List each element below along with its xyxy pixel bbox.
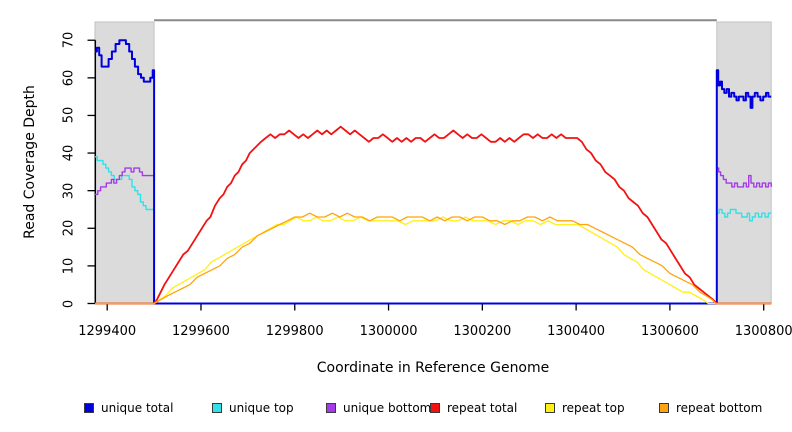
legend-item-repeat-bottom: repeat bottom <box>659 399 762 417</box>
y-tick-label: 50 <box>61 107 77 124</box>
x-tick-label: 1300800 <box>734 324 792 339</box>
y-tick-label: 40 <box>61 144 77 162</box>
x-tick-label: 1299600 <box>172 324 230 339</box>
y-tick-label: 20 <box>61 219 77 237</box>
y-tick-label: 60 <box>61 69 77 87</box>
y-tick-label: 0 <box>61 299 77 308</box>
x-tick-label: 1300200 <box>453 324 512 339</box>
series-line-repeat-total <box>95 125 772 305</box>
legend-item-unique-bottom: unique bottom <box>326 399 431 417</box>
series-line-unique-bottom <box>95 167 772 305</box>
repeat-bottom-swatch-icon <box>659 403 669 413</box>
legend-item-unique-top: unique top <box>212 399 294 417</box>
legend-item-repeat-top: repeat top <box>545 399 625 417</box>
y-tick-label: 10 <box>61 257 77 275</box>
series-line-repeat-top <box>95 216 772 305</box>
repeat-total-swatch-icon <box>430 403 440 413</box>
y-axis-title: Read Coverage Depth <box>22 85 38 239</box>
series-line-unique-top <box>95 156 772 305</box>
x-axis-title: Coordinate in Reference Genome <box>316 360 550 376</box>
legend-label: repeat top <box>562 401 625 415</box>
legend-item-repeat-total: repeat total <box>430 399 517 417</box>
unique-top-swatch-icon <box>212 403 222 413</box>
series-line-unique-total <box>95 39 772 305</box>
shaded-region <box>716 21 772 304</box>
legend-label: unique total <box>101 401 174 415</box>
x-tick-label: 1299800 <box>265 324 324 339</box>
y-tick-label: 30 <box>61 182 77 199</box>
repeat-top-swatch-icon <box>545 403 555 413</box>
legend-label: unique bottom <box>343 401 432 415</box>
x-tick-label: 1300600 <box>640 324 699 339</box>
x-tick-label: 1300400 <box>547 324 606 339</box>
legend-label: repeat total <box>447 401 518 415</box>
y-tick-label: 70 <box>61 31 77 49</box>
unique-bottom-swatch-icon <box>326 403 336 413</box>
legend-label: unique top <box>229 401 294 415</box>
x-tick-label: 1300000 <box>359 324 418 339</box>
shaded-region <box>94 21 155 304</box>
x-tick-label: 1299400 <box>78 324 137 339</box>
unique-total-swatch-icon <box>84 403 94 413</box>
legend-item-unique-total: unique total <box>84 399 173 417</box>
legend-label: repeat bottom <box>676 401 763 415</box>
series-line-repeat-bottom <box>95 212 772 305</box>
legend: unique total unique top unique bottom re… <box>0 399 792 417</box>
